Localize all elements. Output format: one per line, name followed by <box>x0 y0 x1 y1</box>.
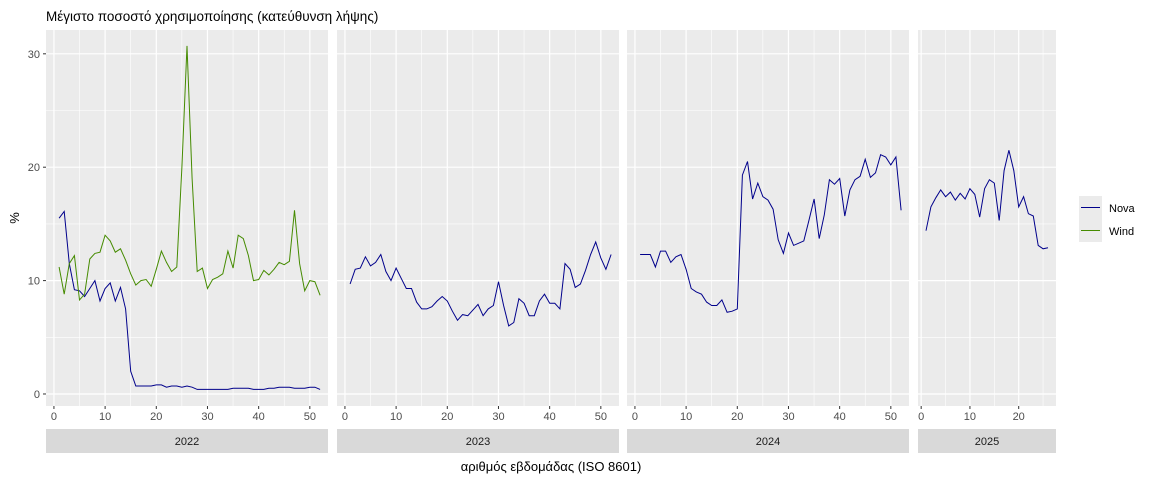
legend-label: Nova <box>1109 203 1136 215</box>
x-tick-label: 30 <box>782 411 794 423</box>
x-tick-label: 0 <box>342 411 348 423</box>
x-tick-label: 10 <box>99 411 111 423</box>
panel-background <box>627 30 909 406</box>
x-axis-label: αριθμός εβδομάδας (ISO 8601) <box>461 459 642 474</box>
x-tick-label: 10 <box>390 411 402 423</box>
x-tick-label: 0 <box>918 411 924 423</box>
x-tick-label: 20 <box>441 411 453 423</box>
y-tick-label: 30 <box>28 49 40 61</box>
facet-strip-label: 2022 <box>175 436 199 448</box>
facet-panel-2024: 0 10 20 30 40 50 2024 <box>627 30 909 453</box>
x-tick-label: 50 <box>885 411 897 423</box>
facet-strip <box>337 429 619 453</box>
x-tick-label: 10 <box>964 411 976 423</box>
y-tick-label: 10 <box>28 276 40 288</box>
facet-panel-2023: 0 10 20 30 40 50 2023 <box>337 30 619 453</box>
facet-strip-label: 2023 <box>466 436 490 448</box>
panel-background <box>337 30 619 406</box>
x-tick-label: 20 <box>150 411 162 423</box>
panel-background <box>918 30 1056 406</box>
legend-label: Wind <box>1109 226 1134 238</box>
x-tick-label: 0 <box>632 411 638 423</box>
facet-strip-label: 2025 <box>975 436 999 448</box>
series-line-wind <box>58 45 321 302</box>
facet-panel-2022: 0 10 20 30 40 50 2022 <box>46 30 328 453</box>
series-line-nova <box>349 240 612 327</box>
x-tick-label: 30 <box>492 411 504 423</box>
facet-strip <box>46 429 328 453</box>
x-tick-label: 40 <box>834 411 846 423</box>
x-tick-label: 40 <box>544 411 556 423</box>
panel-background <box>46 30 328 406</box>
facet-strip <box>918 429 1056 453</box>
x-tick-label: 50 <box>304 411 316 423</box>
y-axis-label: % <box>7 212 22 224</box>
facet-strip-label: 2024 <box>756 436 780 448</box>
y-axis: 0 10 20 30 <box>28 49 46 401</box>
facet-strip <box>627 429 909 453</box>
series-line-nova <box>58 210 321 390</box>
chart-title: Μέγιστο ποσοστό χρησιμοποίησης (κατεύθυν… <box>46 9 378 24</box>
facet-panel-2025: 0 10 20 2025 <box>918 30 1056 453</box>
legend: Nova Wind <box>1079 196 1136 242</box>
y-tick-label: 0 <box>34 389 40 401</box>
x-tick-label: 40 <box>253 411 265 423</box>
x-tick-label: 0 <box>51 411 57 423</box>
x-tick-label: 50 <box>595 411 607 423</box>
series-line-nova <box>925 150 1049 250</box>
x-tick-label: 20 <box>1013 411 1025 423</box>
x-tick-label: 30 <box>201 411 213 423</box>
x-tick-label: 10 <box>680 411 692 423</box>
x-tick-label: 20 <box>731 411 743 423</box>
y-tick-label: 20 <box>28 162 40 174</box>
series-line-nova <box>640 154 902 313</box>
